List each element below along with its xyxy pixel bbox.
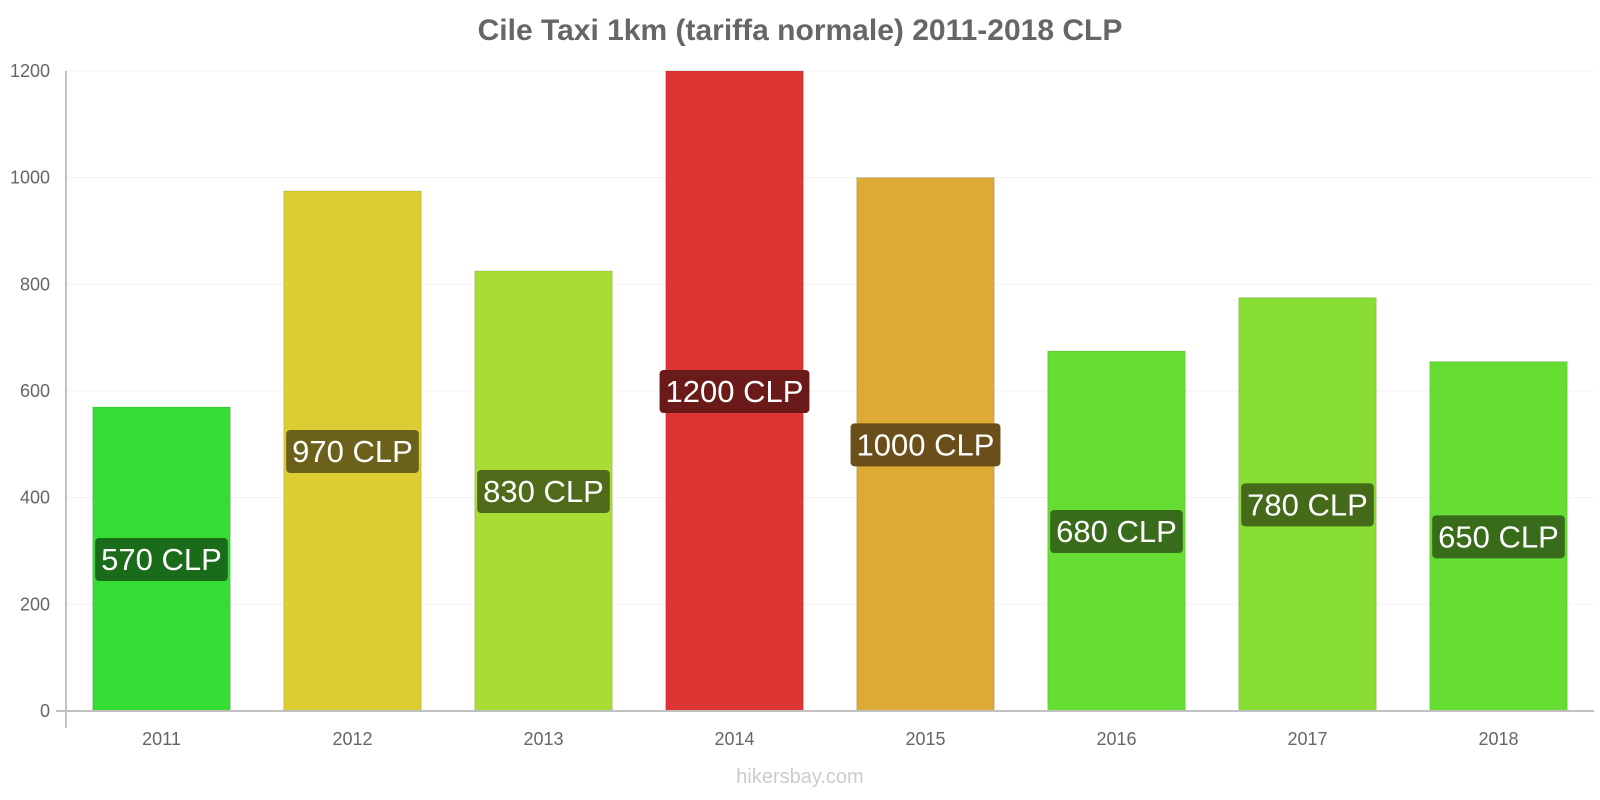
chart-title: Cile Taxi 1km (tariffa normale) 2011-201… [477, 14, 1123, 47]
watermark[interactable]: hikersbay.com [736, 766, 864, 788]
x-tick-label: 2011 [142, 729, 181, 749]
x-tick-label: 2016 [1096, 729, 1136, 749]
x-tick-label: 2018 [1478, 729, 1518, 749]
data-label-background [850, 423, 1001, 467]
x-tick-labels: 2011 2012 2013 2014 2015 2016 2017 2018 [142, 729, 1518, 749]
data-label-text: 650 CLP [1438, 519, 1559, 554]
data-label-2015: 1000 CLP [850, 423, 1001, 467]
y-tick-label: 600 [20, 381, 50, 401]
data-label-text: 570 CLP [101, 542, 222, 577]
data-label-text: 830 CLP [483, 474, 604, 509]
data-label-text: 1200 CLP [666, 374, 804, 409]
data-label-2017: 780 CLP [1241, 483, 1374, 527]
data-label-background [286, 430, 419, 473]
y-tick-label: 1200 [10, 61, 50, 81]
y-tick-label: 200 [20, 594, 50, 614]
data-label-background [477, 470, 610, 513]
x-tick-label: 2015 [905, 729, 945, 749]
y-tick-label: 1000 [10, 168, 50, 188]
data-label-text: 680 CLP [1056, 514, 1177, 549]
data-label-text: 780 CLP [1247, 487, 1368, 522]
data-label-2016: 680 CLP [1050, 510, 1183, 553]
data-label-background [1241, 483, 1374, 527]
data-label-background [1432, 515, 1565, 559]
data-label-2018: 650 CLP [1432, 515, 1565, 559]
x-tick-label: 2017 [1287, 729, 1327, 749]
data-label-2014: 1200 CLP [659, 370, 810, 413]
data-label-text: 970 CLP [292, 434, 413, 469]
x-tick-label: 2013 [523, 729, 563, 749]
y-tick-label: 800 [20, 274, 50, 294]
data-labels: 570 CLP 970 CLP 830 CLP 1200 CLP 1000 CLP 680… [95, 370, 1565, 581]
y-tick-label: 400 [20, 488, 50, 508]
y-tick-label: 0 [40, 701, 50, 721]
data-label-background [1050, 510, 1183, 553]
data-label-2013: 830 CLP [477, 470, 610, 513]
data-label-2011: 570 CLP [95, 538, 228, 581]
x-tick-label: 2014 [714, 729, 754, 749]
data-label-text: 1000 CLP [857, 427, 995, 462]
y-tick-labels: 0 200 400 600 800 1000 1200 [10, 61, 50, 721]
x-tick-label: 2012 [332, 729, 372, 749]
data-label-2012: 970 CLP [286, 430, 419, 473]
axes [56, 71, 1594, 728]
data-label-background [95, 538, 228, 581]
data-label-background [659, 370, 810, 413]
